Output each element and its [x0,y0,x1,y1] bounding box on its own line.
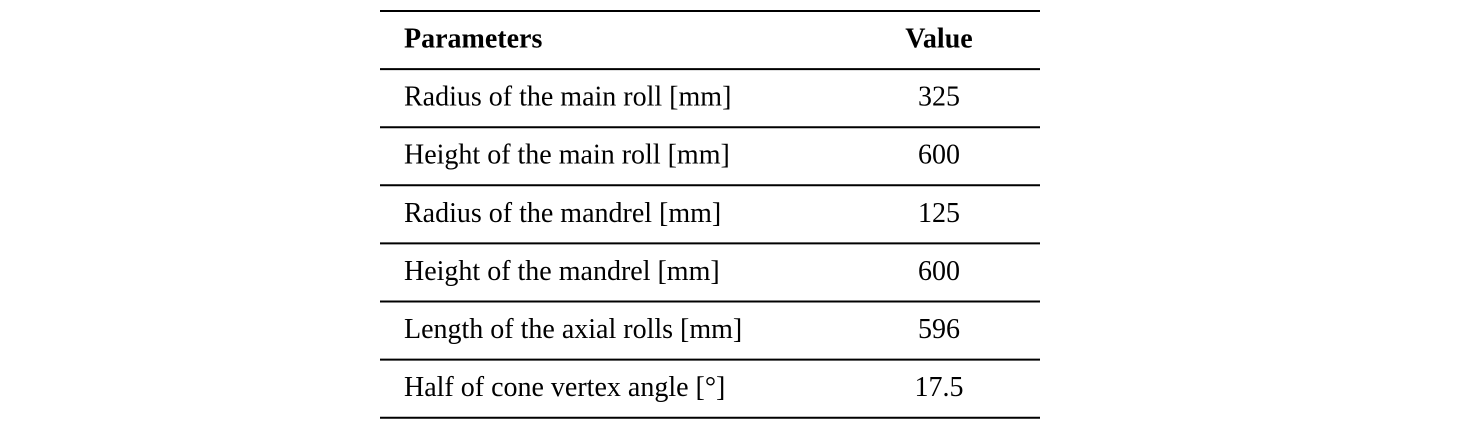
cell-label: Length of the axial rolls [mm] [404,314,742,345]
cell-label: Radius of the main roll [mm] [404,82,731,113]
cell-value: 600 [918,140,960,171]
header-value: Value [905,23,972,54]
cell-value: 600 [918,256,960,287]
cell-label: Height of the main roll [mm] [404,140,730,171]
cell-label: Height of the mandrel [mm] [404,256,720,287]
cell-label: Half of cone vertex angle [°] [404,372,725,403]
header-label: Parameters [404,23,542,54]
cell-value: 325 [918,82,960,113]
cell-value: 125 [918,198,960,229]
cell-value: 17.5 [915,372,964,403]
cell-label: Radius of the mandrel [mm] [404,198,721,229]
cell-value: 596 [918,314,960,345]
